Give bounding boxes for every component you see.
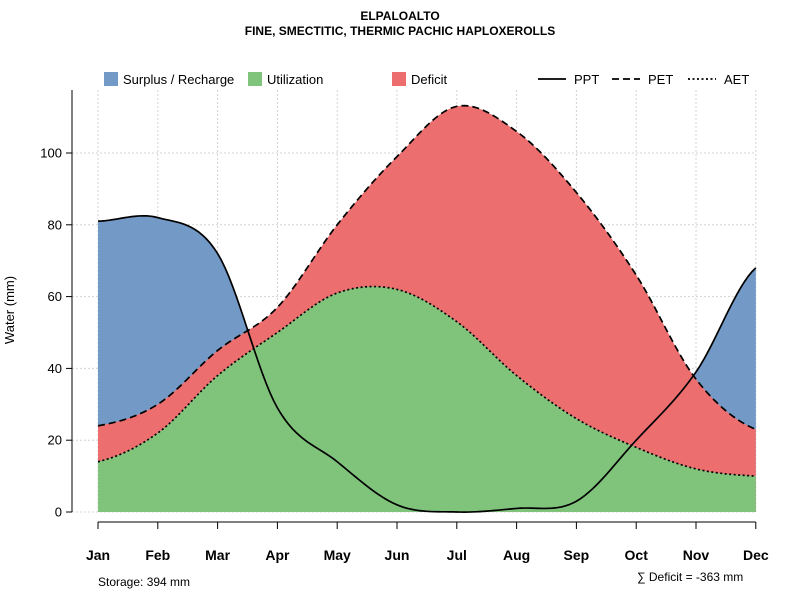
legend-swatch <box>248 72 262 86</box>
x-tick-label: Oct <box>625 547 649 563</box>
ppt-line <box>97 214 757 513</box>
deficit-annotation: ∑ Deficit = -363 mm <box>637 570 744 584</box>
legend-swatch <box>392 72 406 86</box>
area-layer <box>98 105 756 513</box>
legend-label: Utilization <box>267 72 323 87</box>
line-layer <box>97 104 757 513</box>
legend-swatch <box>104 72 118 86</box>
legend-label: Surplus / Recharge <box>123 72 234 87</box>
y-tick-label: 40 <box>48 361 62 376</box>
x-tick-label: Jul <box>447 547 467 563</box>
aet-line <box>97 285 756 477</box>
x-tick-label: Jun <box>385 547 410 563</box>
x-tick-label: Dec <box>743 547 769 563</box>
chart-title: ELPALOALTO <box>360 9 440 23</box>
legend-label: PET <box>648 72 673 87</box>
legend-label: AET <box>724 72 749 87</box>
y-tick-label: 0 <box>55 505 62 520</box>
axis-layer: 0 20 40 60 80 100 Jan Feb Mar Apr May Jun Jul Aug Sep O… <box>40 90 769 563</box>
storage-annotation: Storage: 394 mm <box>98 575 191 589</box>
x-tick-label: Sep <box>564 547 590 563</box>
legend: Surplus / Recharge Utilization Deficit PPT P… <box>104 72 749 87</box>
y-tick-label: 60 <box>48 289 62 304</box>
y-tick-label: 100 <box>40 146 62 161</box>
utilization-area <box>98 286 756 512</box>
x-tick-label: Mar <box>205 547 230 563</box>
x-tick-label: May <box>324 547 351 563</box>
y-axis-label: Water (mm) <box>2 276 17 344</box>
x-tick-label: Jan <box>86 547 110 563</box>
legend-label: PPT <box>574 72 599 87</box>
x-tick-label: Apr <box>265 547 290 563</box>
legend-label: Deficit <box>411 72 448 87</box>
x-tick-label: Nov <box>683 547 710 563</box>
y-tick-label: 20 <box>48 433 62 448</box>
pet-line <box>97 104 757 431</box>
chart-subtitle: FINE, SMECTITIC, THERMIC PACHIC HAPLOXER… <box>244 24 556 38</box>
x-tick-label: Feb <box>145 547 170 563</box>
x-tick-label: Aug <box>503 547 530 563</box>
y-tick-label: 80 <box>48 217 62 232</box>
